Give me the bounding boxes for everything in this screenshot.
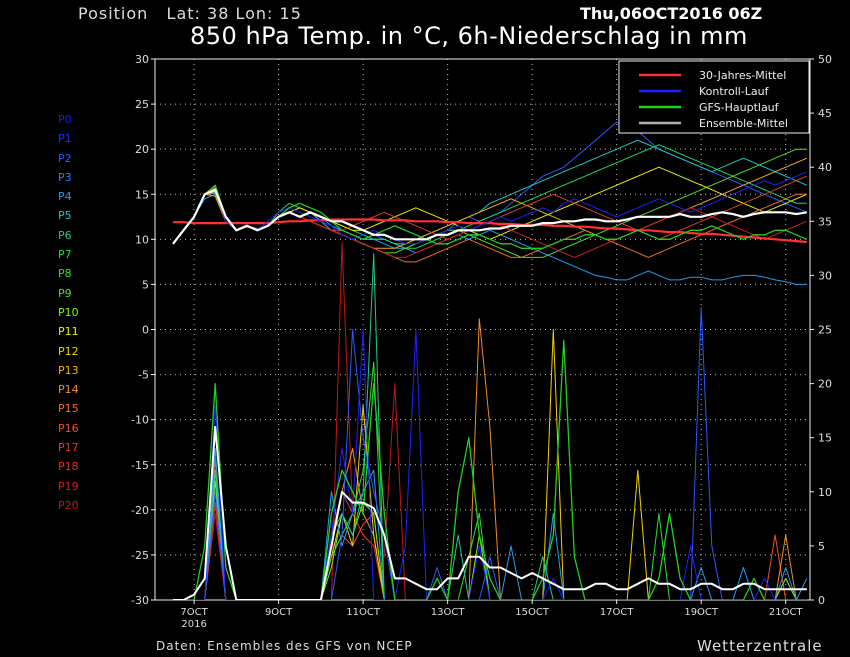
y-left-tick-label: -5	[138, 369, 149, 382]
y-right-tick-label: 0	[818, 594, 825, 607]
y-right-tick-label: 10	[818, 486, 832, 499]
member-label-p12: P12	[58, 344, 79, 358]
member-label-p4: P4	[58, 190, 72, 204]
y-left-tick-label: 10	[135, 233, 149, 246]
precip-line-p4	[173, 448, 808, 600]
legend-box	[618, 60, 810, 134]
precip-line-p8	[173, 361, 807, 600]
precip-line-p12	[173, 329, 807, 600]
member-label-p1: P1	[58, 132, 72, 146]
x-tick-label: 15OCT	[515, 607, 550, 618]
member-label-p16: P16	[58, 421, 79, 435]
y-left-tick-label: -30	[131, 594, 149, 607]
member-label-p9: P9	[58, 286, 72, 300]
member-label-p19: P19	[58, 479, 79, 493]
precip-line-p2	[173, 307, 807, 600]
y-left-tick-label: -25	[131, 549, 149, 562]
brand-label: Wetterzentrale	[697, 637, 823, 655]
chart-title: 850 hPa Temp. in °C, 6h-Niederschlag in …	[190, 22, 748, 50]
x-tick-label: 13OCT	[431, 607, 466, 618]
precip-line-gfs-hauptlauf	[173, 339, 807, 600]
member-label-p7: P7	[58, 248, 72, 262]
y-right-tick-label: 50	[818, 53, 832, 66]
member-label-p11: P11	[58, 325, 79, 339]
legend-label: Ensemble-Mittel	[699, 117, 788, 130]
precip-line-ensemble-mittel	[173, 425, 807, 600]
precip-line-p14	[173, 318, 807, 600]
member-label-p5: P5	[58, 209, 72, 223]
plot-frame	[154, 58, 811, 601]
y-left-tick-label: -10	[131, 414, 149, 427]
x-tick-label: 11OCT	[346, 607, 381, 618]
member-label-p6: P6	[58, 228, 72, 242]
temp-line-kontroll-lauf	[172, 171, 807, 245]
member-label-p13: P13	[58, 363, 79, 377]
y-left-tick-label: 30	[135, 53, 149, 66]
x-tick-label: 9OCT	[265, 607, 293, 618]
x-year-label: 2016	[181, 619, 206, 630]
temp-line-ensemble-mittel	[172, 188, 807, 245]
y-left-tick-label: 20	[135, 143, 149, 156]
y-right-tick-label: 40	[818, 161, 832, 174]
legend-label: 30-Jahres-Mittel	[699, 69, 786, 82]
precip-line-kontroll-lauf	[173, 329, 807, 600]
legend-label: Kontroll-Lauf	[699, 85, 770, 98]
member-label-p15: P15	[58, 402, 79, 416]
y-left-tick-label: 25	[135, 98, 149, 111]
data-source-label: Daten: Ensembles des GFS von NCEP	[156, 639, 413, 653]
y-left-tick-label: -15	[131, 459, 149, 472]
temp-line-p11	[172, 166, 807, 245]
member-label-p10: P10	[58, 305, 79, 319]
x-tick-label: 17OCT	[600, 607, 635, 618]
y-left-tick-label: 0	[142, 324, 149, 337]
y-right-tick-label: 5	[818, 540, 825, 553]
member-label-p8: P8	[58, 267, 72, 281]
member-label-p14: P14	[58, 383, 79, 397]
member-label-p17: P17	[58, 441, 79, 455]
member-label-p18: P18	[58, 460, 79, 474]
run-date-label: Thu,06OCT2016 06Z	[580, 4, 763, 23]
member-label-p3: P3	[58, 170, 72, 184]
y-left-tick-label: 5	[142, 278, 149, 291]
member-label-p2: P2	[58, 151, 72, 165]
member-label-p0: P0	[58, 113, 72, 126]
legend-label: GFS-Hauptlauf	[699, 101, 780, 114]
x-tick-label: 21OCT	[769, 607, 804, 618]
y-right-tick-label: 25	[818, 324, 832, 337]
y-right-tick-label: 15	[818, 432, 832, 445]
y-right-tick-label: 45	[818, 107, 832, 120]
temp-line-p7	[172, 144, 807, 249]
x-tick-label: 19OCT	[684, 607, 719, 618]
y-left-tick-label: 15	[135, 188, 149, 201]
y-right-tick-label: 20	[818, 378, 832, 391]
y-right-tick-label: 30	[818, 269, 832, 282]
ensemble-member-list: P0 P1 P2 P3 P4 P5 P6 P7 P8 P9 P10 P11 P12 P13 P14 P15 P1…	[58, 110, 79, 515]
temp-line-30-jahres-mittel	[173, 218, 807, 244]
position-label: Position Lat: 38 Lon: 15	[78, 4, 302, 23]
y-left-tick-label: -20	[131, 504, 149, 517]
member-label-p20: P20	[58, 498, 79, 512]
y-right-tick-label: 35	[818, 215, 832, 228]
x-tick-label: 7OCT	[180, 607, 208, 618]
